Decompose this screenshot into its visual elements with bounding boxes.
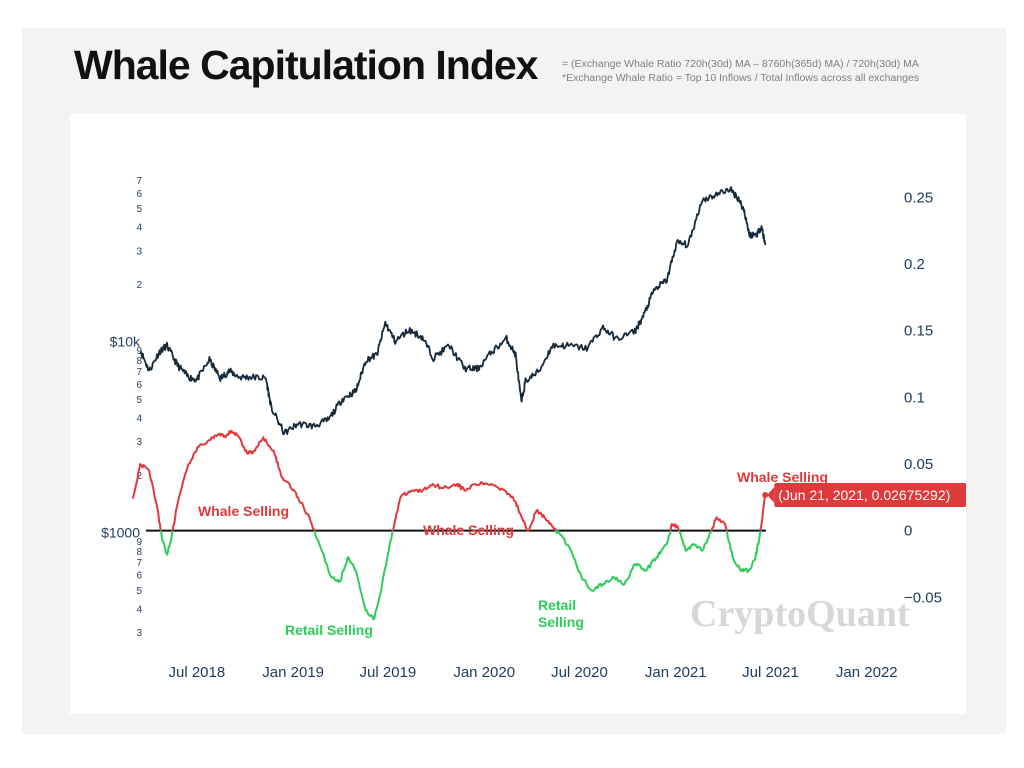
retail-selling-annotation: Retail Selling (285, 622, 373, 638)
right-axis-tick-label: 0.1 (904, 389, 925, 406)
annotation-line: Selling (538, 614, 584, 630)
left-axis-major-tick-label: $1000 (101, 524, 140, 540)
subtitle-footnote: *Exchange Whale Ratio = Top 10 Inflows /… (562, 72, 920, 84)
x-axis-tick-label: Jan 2019 (262, 664, 324, 681)
retail-selling-segment (725, 529, 762, 574)
whale-selling-segment (171, 429, 316, 531)
right-axis-tick-label: 0 (904, 523, 912, 540)
left-axis-minor-tick-label: 8 (136, 356, 142, 367)
left-axis-minor-tick-label: 4 (136, 413, 142, 424)
right-axis-tick-label: 0.2 (904, 256, 925, 273)
left-axis-minor-tick-label: 4 (136, 222, 142, 233)
annotation-line: Whale Selling (737, 469, 828, 485)
right-axis-tick-label: 0.25 (904, 189, 933, 206)
whale-selling-segment (132, 463, 162, 531)
whale-selling-annotation: Whale Selling (423, 522, 514, 538)
chart-subtitle: = (Exchange Whale Ratio 720h(30d) MA – 8… (562, 57, 919, 85)
x-axis-tick-label: Jul 2019 (360, 664, 417, 681)
retail-selling-segment (677, 530, 713, 552)
subtitle-formula: = (Exchange Whale Ratio 720h(30d) MA – 8… (562, 58, 919, 70)
page-title: Whale Capitulation Index (74, 42, 538, 88)
whale-selling-segment (391, 481, 557, 532)
annotation-line: Whale Selling (198, 503, 289, 519)
bitcoin-price-line (139, 186, 767, 436)
tooltip-marker[interactable] (762, 491, 769, 498)
right-axis-tick-label: 0.15 (904, 323, 933, 340)
left-axis-minor-tick-label: 5 (136, 395, 142, 406)
left-axis-minor-tick-label: 6 (136, 380, 142, 391)
tooltip-text: (Jun 21, 2021, 0.02675292) (778, 487, 950, 503)
left-axis-minor-tick-label: 7 (136, 176, 142, 187)
right-axis-tick-label: 0.05 (904, 456, 933, 473)
annotation-line: Retail (538, 597, 576, 613)
left-axis-minor-tick-label: 5 (136, 586, 142, 597)
left-axis-minor-tick-label: 3 (136, 437, 142, 448)
whale-selling-annotation: Whale Selling (737, 469, 828, 485)
x-axis-tick-label: Jul 2018 (168, 664, 225, 681)
left-axis-minor-tick-label: 6 (136, 571, 142, 582)
retail-selling-segment (555, 530, 672, 592)
annotation-line: Retail Selling (285, 622, 373, 638)
left-axis-minor-tick-label: 9 (136, 537, 142, 548)
left-axis-minor-tick-label: 3 (136, 246, 142, 257)
whale-selling-annotation: Whale Selling (198, 503, 289, 519)
x-axis-tick-label: Jul 2020 (551, 664, 608, 681)
x-axis-tick-label: Jul 2021 (742, 664, 799, 681)
left-axis-minor-tick-label: 9 (136, 346, 142, 357)
left-axis-major-tick-label: $10k (110, 333, 141, 349)
retail-selling-segment (159, 530, 174, 556)
left-axis-minor-tick-label: 2 (136, 471, 142, 482)
whale-selling-segment (759, 494, 767, 531)
left-axis-minor-tick-label: 8 (136, 547, 142, 558)
retail-selling-annotation: Retail Selling (538, 597, 584, 630)
left-axis-minor-tick-label: 3 (136, 628, 142, 639)
whale-capitulation-chart[interactable]: −0.0500.050.10.150.20.253456789234567892… (70, 114, 966, 714)
whale-selling-segment (669, 523, 680, 531)
x-axis-tick-label: Jan 2022 (836, 664, 898, 681)
annotation-line: Whale Selling (423, 522, 514, 538)
right-axis-tick-label: −0.05 (904, 589, 942, 606)
tooltip-pointer (767, 486, 775, 503)
whale-selling-segment (710, 516, 728, 532)
x-axis-tick-label: Jan 2021 (645, 664, 707, 681)
tooltip-box (774, 482, 966, 507)
left-axis-minor-tick-label: 7 (136, 367, 142, 378)
left-axis-minor-tick-label: 2 (136, 280, 142, 291)
x-axis-tick-label: Jan 2020 (453, 664, 515, 681)
retail-selling-segment (313, 530, 394, 621)
cryptoquant-watermark: CryptoQuant (690, 593, 910, 635)
left-axis-minor-tick-label: 7 (136, 558, 142, 569)
left-axis-minor-tick-label: 6 (136, 189, 142, 200)
left-axis-minor-tick-label: 5 (136, 204, 142, 215)
plot-panel: −0.05 0 0.05 0.1 0.15 0.2 0.25 3 4 5 6 7 8 9 2 3 4 5 6 7 8 9 2… (70, 114, 966, 714)
left-axis-minor-tick-label: 4 (136, 604, 142, 615)
